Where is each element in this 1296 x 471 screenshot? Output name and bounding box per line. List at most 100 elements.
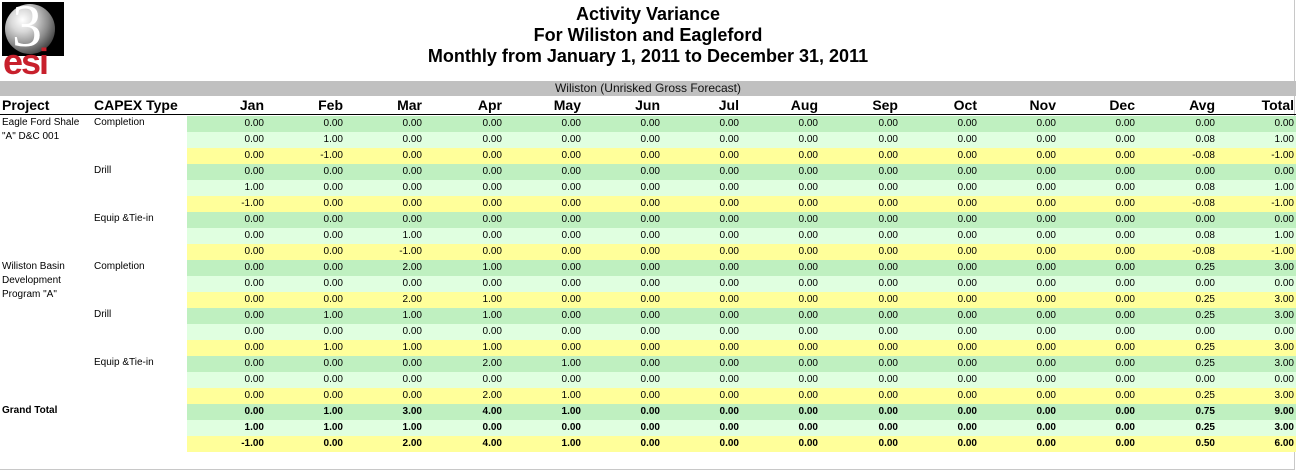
capex-type-label: Completion [94, 117, 145, 128]
value-cell: 0.00 [482, 326, 502, 337]
value-cell: 0.00 [878, 182, 898, 193]
value-cell: 0.00 [878, 150, 898, 161]
value-cell: 0.08 [1195, 134, 1215, 145]
value-cell: 0.00 [244, 342, 264, 353]
value-cell: 0.00 [957, 150, 977, 161]
value-cell: 0.00 [402, 150, 422, 161]
value-cell: 0.00 [1195, 278, 1215, 289]
value-cell: 0.00 [640, 310, 660, 321]
column-header-mar: Mar [397, 97, 422, 113]
value-cell: 0.00 [798, 214, 818, 225]
value-cell: 0.00 [957, 166, 977, 177]
value-cell: 0.00 [957, 294, 977, 305]
value-cell: 0.00 [878, 374, 898, 385]
value-cell: 0.00 [798, 198, 818, 209]
value-cell: 0.00 [323, 326, 343, 337]
value-cell: 1.00 [323, 310, 343, 321]
value-cell: 1.00 [402, 310, 422, 321]
capex-type-label: Equip &Tie-in [94, 213, 154, 224]
grand-total-label: Grand Total [2, 405, 58, 416]
value-cell: 0.00 [957, 182, 977, 193]
table-row: 0.00 0.00 0.00 2.00 1.00 0.00 0.00 0.00 0.00 0.00… [187, 356, 1296, 372]
table-row: 0.00 0.00 2.00 1.00 0.00 0.00 0.00 0.00 0.00 0.00… [187, 292, 1296, 308]
value-cell: 0.00 [798, 134, 818, 145]
value-cell: 1.00 [402, 230, 422, 241]
value-cell: 1.00 [1274, 230, 1294, 241]
value-cell: 0.00 [798, 358, 818, 369]
value-cell: 0.00 [1036, 278, 1056, 289]
value-cell: 0.00 [957, 374, 977, 385]
value-cell: 0.00 [878, 438, 898, 449]
value-cell: 0.00 [323, 374, 343, 385]
table-row: 0.00 0.00 0.00 0.00 0.00 0.00 0.00 0.00 0.00 0.00… [187, 164, 1296, 180]
value-cell: 0.00 [244, 134, 264, 145]
value-cell: 3.00 [1274, 294, 1294, 305]
column-header-project: Project [2, 97, 50, 113]
value-cell: 0.00 [482, 422, 502, 433]
value-cell: 0.00 [719, 374, 739, 385]
value-cell: 0.00 [878, 422, 898, 433]
value-cell: 0.25 [1195, 358, 1215, 369]
logo-letters: esi [3, 41, 49, 82]
value-cell: 0.00 [1036, 262, 1056, 273]
value-cell: 0.00 [1115, 118, 1135, 129]
value-cell: 0.00 [957, 134, 977, 145]
value-cell: 0.00 [482, 214, 502, 225]
value-cell: 9.00 [1274, 406, 1294, 417]
project-name: Wiliston Basin [2, 261, 65, 272]
value-cell: 0.00 [561, 342, 581, 353]
value-cell: 0.00 [719, 246, 739, 257]
value-cell: 0.00 [402, 198, 422, 209]
value-cell: 0.00 [244, 166, 264, 177]
value-cell: 0.00 [878, 262, 898, 273]
column-header-apr: Apr [477, 97, 502, 113]
value-cell: 0.00 [561, 326, 581, 337]
value-cell: 0.00 [878, 214, 898, 225]
value-cell: 0.00 [323, 118, 343, 129]
value-cell: 0.00 [402, 390, 422, 401]
value-cell: 0.00 [1274, 214, 1294, 225]
value-cell: 0.00 [1036, 326, 1056, 337]
value-cell: 0.00 [402, 326, 422, 337]
column-header-aug: Aug [790, 97, 818, 113]
section-banner: Wiliston (Unrisked Gross Forecast) [0, 81, 1296, 96]
value-cell: 0.00 [244, 358, 264, 369]
value-cell: 0.00 [719, 342, 739, 353]
value-cell: 0.00 [561, 198, 581, 209]
value-cell: 0.25 [1195, 342, 1215, 353]
value-cell: 0.00 [1036, 422, 1056, 433]
value-cell: 0.00 [798, 262, 818, 273]
value-cell: 0.00 [957, 198, 977, 209]
value-cell: 0.00 [244, 278, 264, 289]
value-cell: 0.00 [1195, 326, 1215, 337]
value-cell: 0.00 [561, 246, 581, 257]
value-cell: 0.00 [640, 198, 660, 209]
value-cell: 0.00 [1036, 166, 1056, 177]
value-cell: 0.00 [482, 182, 502, 193]
value-cell: 0.00 [798, 182, 818, 193]
value-cell: 0.00 [957, 262, 977, 273]
value-cell: 1.00 [323, 422, 343, 433]
value-cell: 1.00 [244, 182, 264, 193]
table-row: 0.00 0.00 -1.00 0.00 0.00 0.00 0.00 0.00 0.00 0.0… [187, 244, 1296, 260]
value-cell: 0.00 [957, 438, 977, 449]
value-cell: 0.00 [561, 310, 581, 321]
value-cell: 1.00 [482, 294, 502, 305]
value-cell: 1.00 [482, 262, 502, 273]
value-cell: 0.00 [957, 230, 977, 241]
value-cell: 0.00 [798, 342, 818, 353]
value-cell: 0.00 [323, 230, 343, 241]
value-cell: 0.00 [244, 246, 264, 257]
value-cell: 0.00 [244, 150, 264, 161]
value-cell: 0.00 [1036, 182, 1056, 193]
capex-type-label: Drill [94, 165, 112, 176]
company-logo: 3 esi [2, 0, 64, 82]
value-cell: 0.00 [957, 310, 977, 321]
value-cell: 0.00 [244, 214, 264, 225]
value-cell: 0.00 [402, 134, 422, 145]
column-header-nov: Nov [1029, 97, 1056, 113]
value-cell: 0.00 [719, 150, 739, 161]
table-row: -1.00 0.00 2.00 4.00 1.00 0.00 0.00 0.00 0.00 0.0… [187, 436, 1296, 452]
value-cell: 0.00 [719, 262, 739, 273]
value-cell: 0.00 [957, 406, 977, 417]
